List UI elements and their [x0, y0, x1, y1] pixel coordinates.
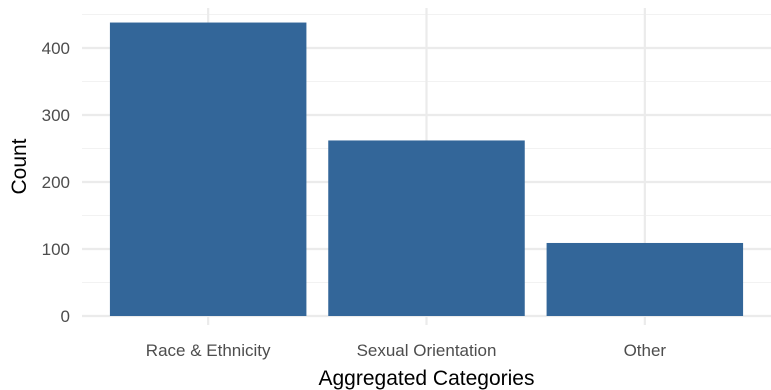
- y-tick-label: 400: [42, 39, 70, 58]
- bars: [109, 22, 744, 316]
- bar-sexual-orientation: [328, 140, 525, 316]
- y-axis-title: Count: [8, 138, 31, 194]
- bar-race-ethnicity: [109, 22, 307, 316]
- y-tick-label: 200: [42, 173, 70, 192]
- y-tick-label: 300: [42, 106, 70, 125]
- x-tick-labels: Race & Ethnicity Sexual Orientation Other: [146, 341, 667, 360]
- y-tick-label: 0: [61, 307, 70, 326]
- y-tick-label: 100: [42, 240, 70, 259]
- x-tick-label: Sexual Orientation: [357, 341, 497, 360]
- bar-other: [546, 242, 744, 316]
- x-tick-label: Race & Ethnicity: [146, 341, 271, 360]
- x-axis-title: Aggregated Categories: [319, 367, 535, 390]
- x-tick-label: Other: [624, 341, 667, 360]
- y-tick-labels: 0 100 200 300 400: [42, 39, 70, 326]
